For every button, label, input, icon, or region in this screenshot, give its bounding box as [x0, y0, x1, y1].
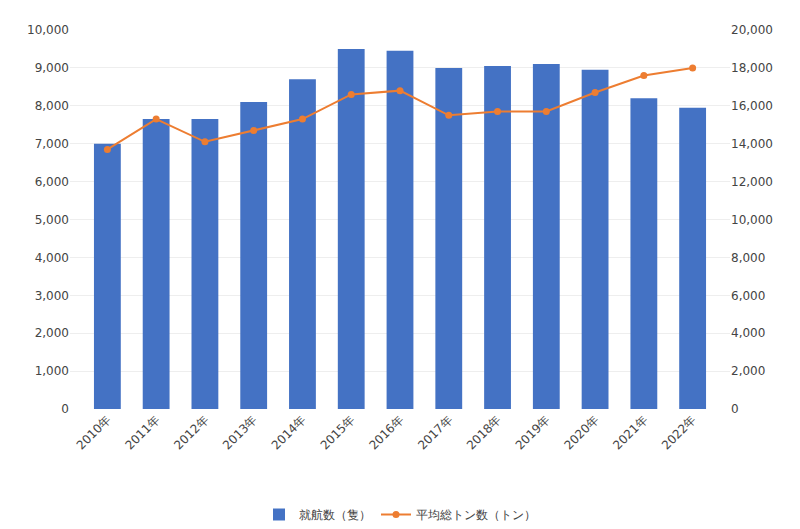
svg-text:12,000: 12,000 — [731, 175, 773, 189]
svg-text:2015年: 2015年 — [318, 412, 358, 452]
svg-text:2,000: 2,000 — [731, 364, 765, 378]
svg-text:2017年: 2017年 — [415, 412, 455, 452]
svg-text:9,000: 9,000 — [35, 61, 69, 75]
svg-text:8,000: 8,000 — [35, 99, 69, 113]
svg-text:2016年: 2016年 — [366, 412, 406, 452]
svg-text:7,000: 7,000 — [35, 137, 69, 151]
svg-text:3,000: 3,000 — [35, 289, 69, 303]
svg-text:2018年: 2018年 — [464, 412, 504, 452]
svg-text:18,000: 18,000 — [731, 61, 773, 75]
svg-text:4,000: 4,000 — [731, 326, 765, 340]
svg-text:2022年: 2022年 — [659, 412, 699, 452]
svg-text:0: 0 — [731, 402, 739, 416]
svg-text:2021年: 2021年 — [610, 412, 650, 452]
svg-text:5,000: 5,000 — [35, 213, 69, 227]
svg-text:平均総トン数（トン）: 平均総トン数（トン） — [416, 508, 536, 522]
svg-text:10,000: 10,000 — [731, 213, 773, 227]
svg-text:0: 0 — [61, 402, 69, 416]
svg-text:就航数（隻）: 就航数（隻） — [299, 508, 371, 522]
svg-text:8,000: 8,000 — [731, 251, 765, 265]
svg-text:4,000: 4,000 — [35, 251, 69, 265]
svg-text:6,000: 6,000 — [35, 175, 69, 189]
svg-text:20,000: 20,000 — [731, 23, 773, 37]
svg-text:2020年: 2020年 — [561, 412, 601, 452]
svg-text:2013年: 2013年 — [220, 412, 260, 452]
svg-text:10,000: 10,000 — [27, 23, 69, 37]
svg-text:2014年: 2014年 — [269, 412, 309, 452]
svg-text:2019年: 2019年 — [513, 412, 553, 452]
svg-text:2011年: 2011年 — [123, 412, 163, 452]
svg-text:2012年: 2012年 — [171, 412, 211, 452]
svg-text:6,000: 6,000 — [731, 289, 765, 303]
svg-text:2010年: 2010年 — [74, 412, 114, 452]
svg-text:1,000: 1,000 — [35, 364, 69, 378]
svg-text:16,000: 16,000 — [731, 99, 773, 113]
svg-text:2,000: 2,000 — [35, 326, 69, 340]
svg-text:14,000: 14,000 — [731, 137, 773, 151]
